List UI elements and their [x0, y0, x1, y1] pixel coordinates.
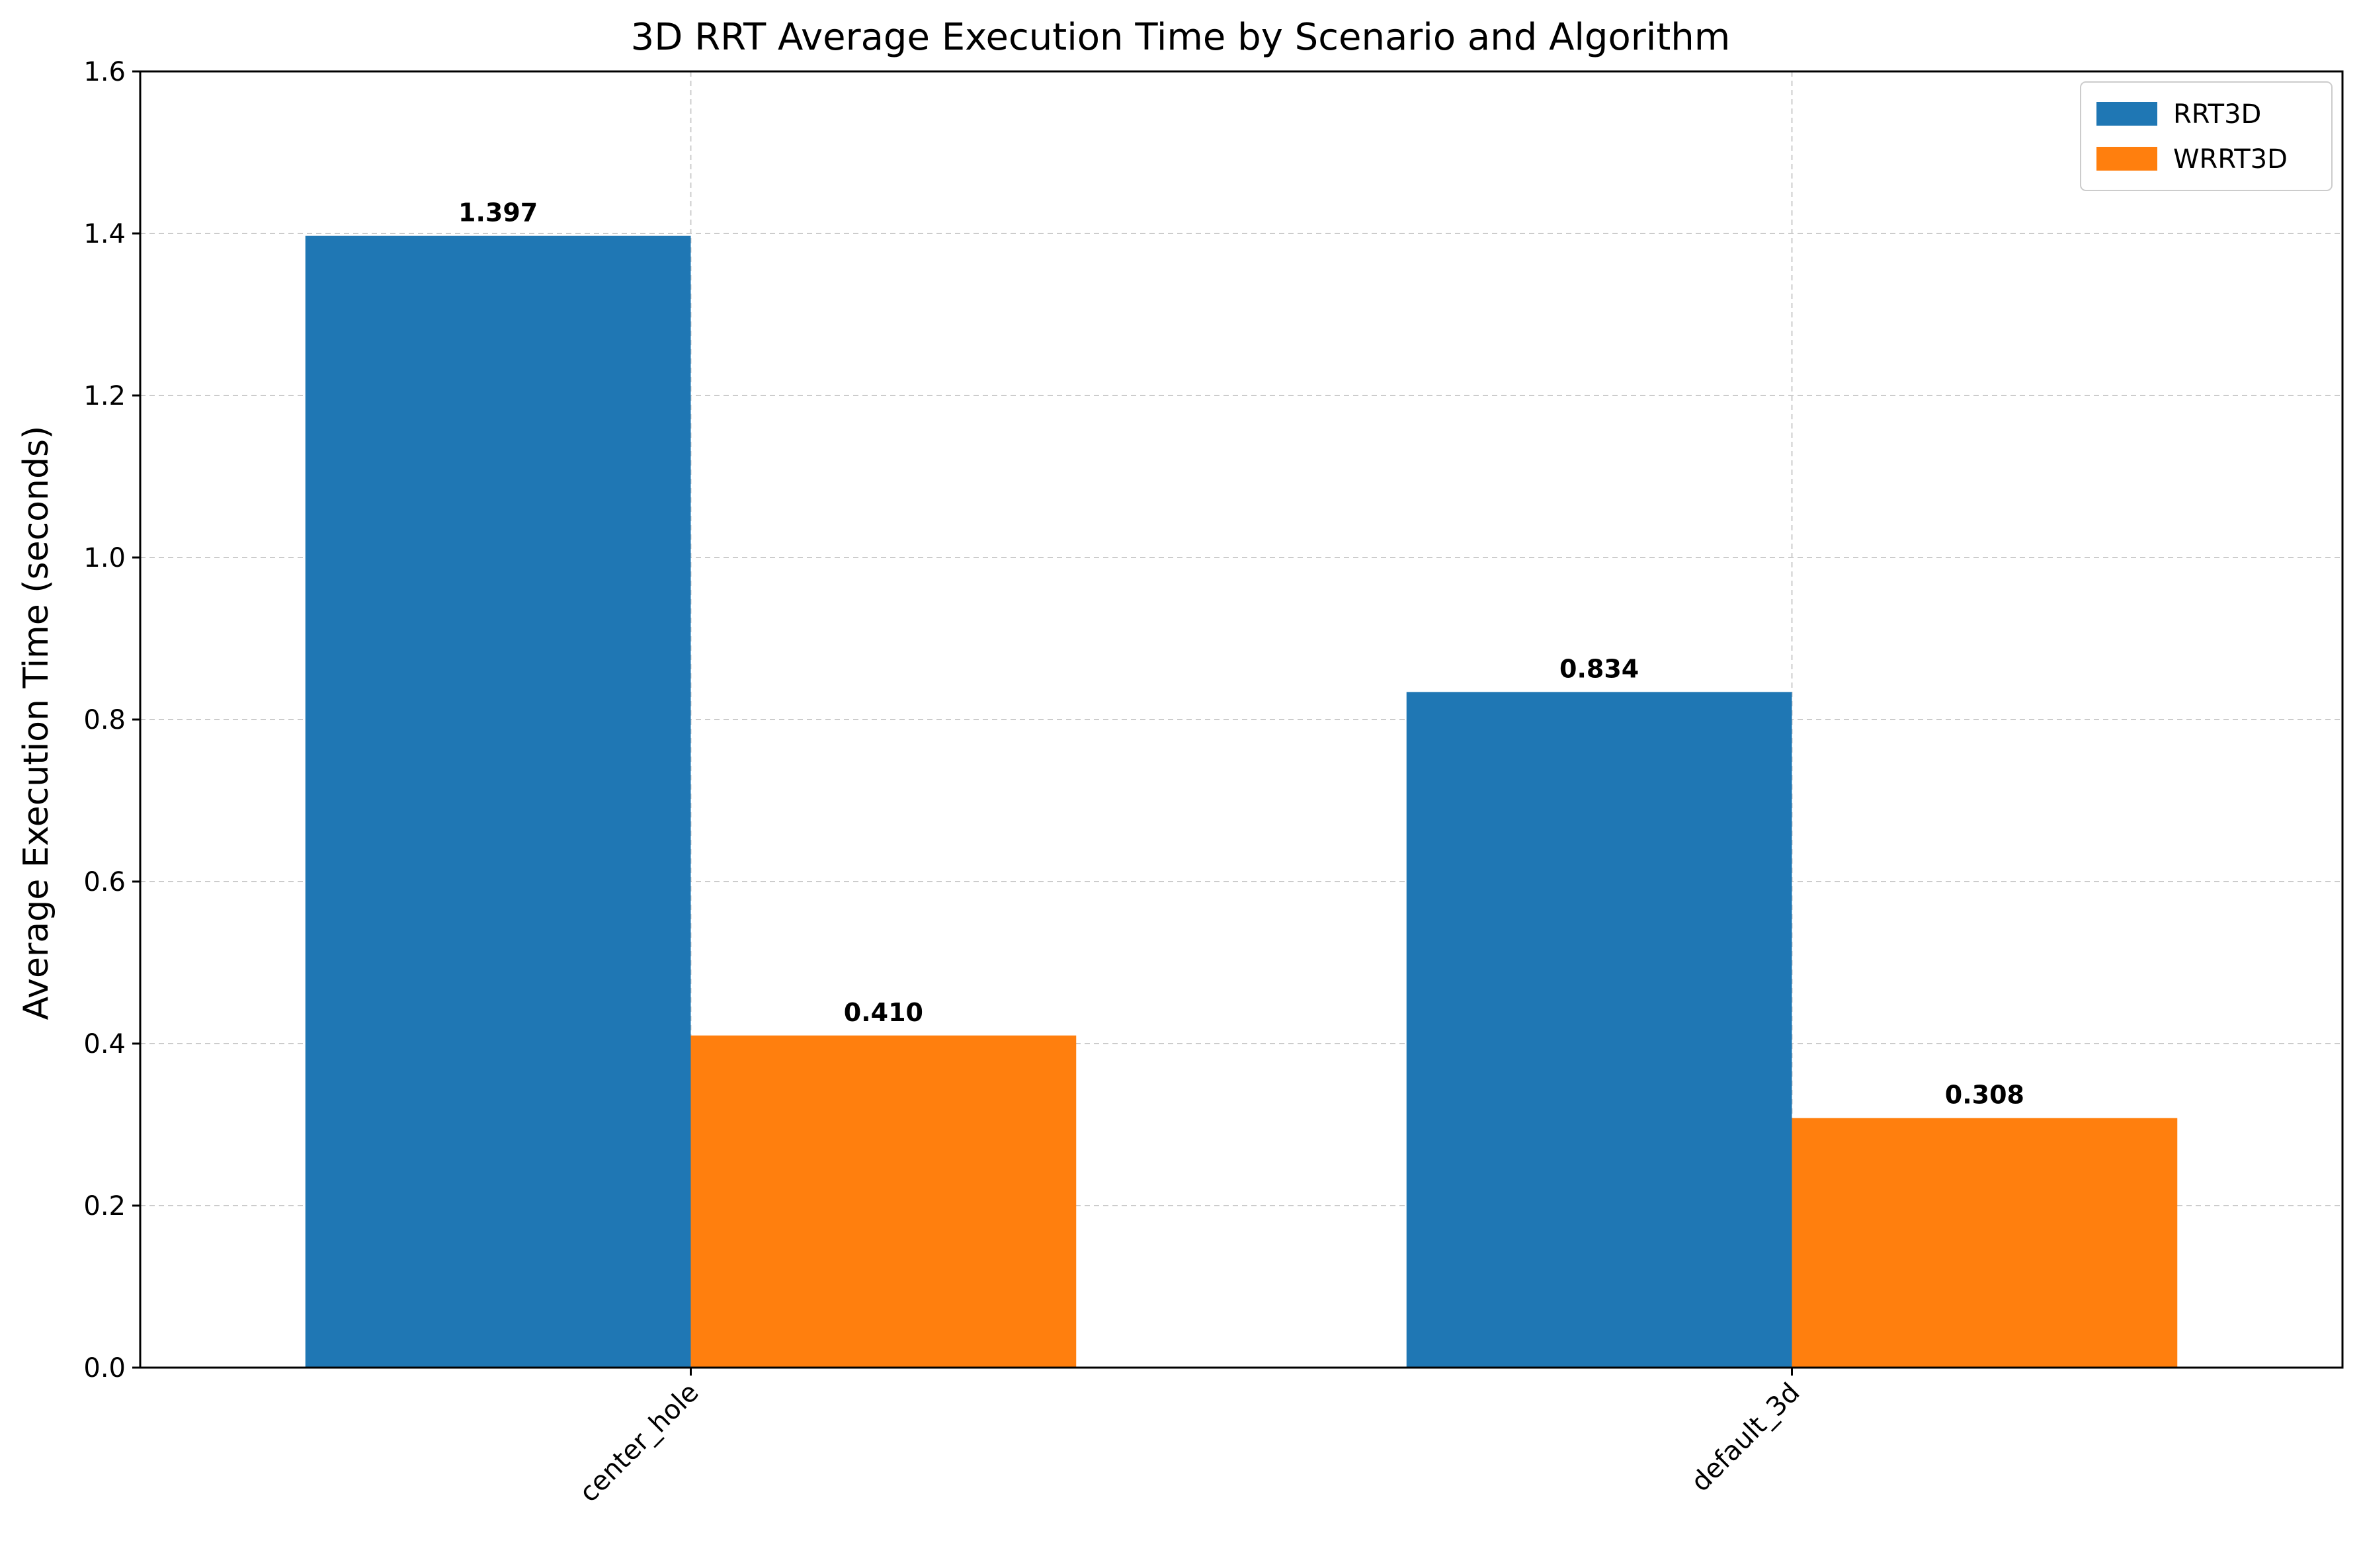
- y-tick-label: 0.0: [83, 1353, 126, 1383]
- bar-wrrt3d-default-3d: [1792, 1118, 2178, 1368]
- y-tick-label: 1.0: [83, 543, 126, 573]
- x-tick-label: center_hole: [573, 1378, 704, 1508]
- bar-wrrt3d-center-hole: [690, 1035, 1077, 1368]
- data-label: 0.308: [1945, 1081, 2024, 1110]
- data-labels: 1.397 0.834 0.410 0.308: [458, 198, 2024, 1110]
- y-axis-label: Average Execution Time (seconds): [17, 426, 56, 1020]
- y-tick-label: 1.6: [83, 57, 126, 87]
- legend-label: WRRT3D: [2173, 144, 2288, 175]
- legend-label: RRT3D: [2173, 99, 2261, 130]
- y-tick-label: 0.4: [83, 1029, 126, 1059]
- legend: RRT3D WRRT3D: [2080, 81, 2333, 191]
- legend-swatch: [2096, 147, 2157, 171]
- y-tick-label: 0.2: [83, 1191, 126, 1221]
- data-label: 0.410: [844, 998, 923, 1027]
- y-tick-label: 0.8: [83, 705, 126, 735]
- x-tick-label: default_3d: [1685, 1378, 1805, 1498]
- bar-rrt3d-center-hole: [305, 235, 691, 1368]
- y-tick-label: 1.4: [83, 219, 126, 249]
- y-tick-label: 0.6: [83, 867, 126, 897]
- legend-swatch: [2096, 102, 2157, 126]
- data-label: 0.834: [1559, 654, 1639, 683]
- bar-rrt3d-default-3d: [1406, 692, 1792, 1368]
- bars: [305, 235, 2178, 1368]
- chart-title: 3D RRT Average Execution Time by Scenari…: [631, 16, 1731, 59]
- y-tick-label: 1.2: [83, 381, 126, 411]
- data-label: 1.397: [458, 198, 538, 227]
